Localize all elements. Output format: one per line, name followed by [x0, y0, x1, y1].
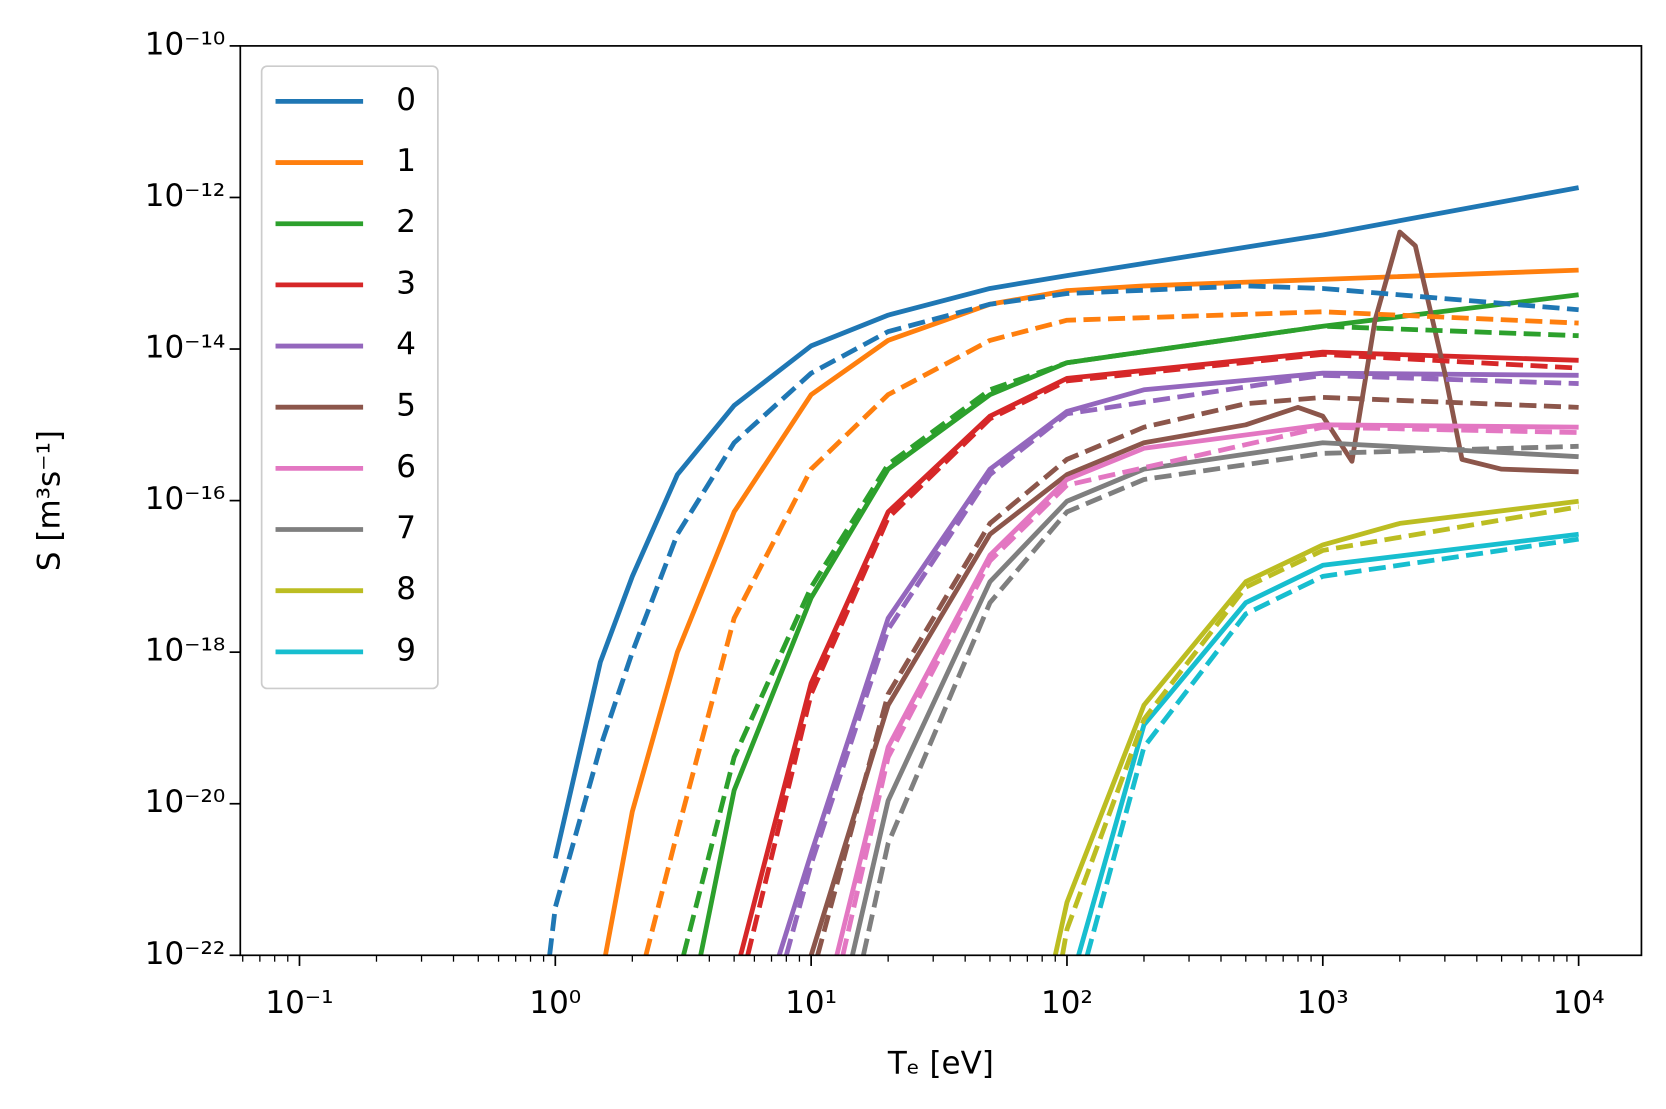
x-tick-label: 10² [1041, 985, 1093, 1021]
series-line [808, 229, 1579, 956]
axes-frame [239, 45, 1643, 957]
series-line [552, 185, 1580, 859]
y-tick-label: 10⁻¹⁸ [145, 633, 226, 669]
x-tick-label: 10⁻¹ [265, 985, 333, 1021]
series-line [850, 440, 1579, 956]
x-axis-label: Tₑ [eV] [887, 1046, 994, 1082]
series-line [738, 349, 1579, 956]
dashed-series-line [784, 372, 1579, 956]
dashed-series-line [547, 283, 1579, 956]
series-line [1076, 531, 1579, 956]
legend-label: 0 [396, 82, 416, 118]
legend-label: 6 [396, 449, 416, 485]
y-tick-label: 10⁻¹⁶ [145, 481, 226, 517]
dashed-series-line [861, 443, 1579, 956]
x-tick-label: 10¹ [785, 985, 837, 1021]
plot-lines [547, 185, 1580, 956]
x-tick-label: 10³ [1297, 985, 1349, 1021]
dashed-series-line [745, 351, 1579, 956]
x-tick-label: 10⁴ [1553, 985, 1605, 1021]
legend-label: 4 [396, 327, 416, 363]
legend-label: 1 [396, 143, 416, 179]
legend-label: 3 [396, 265, 416, 301]
dashed-series-line [840, 424, 1579, 956]
legend-label: 9 [396, 632, 416, 668]
y-tick-label: 10⁻¹⁴ [145, 330, 226, 366]
legend-label: 8 [396, 571, 416, 607]
dashed-series-line [1084, 536, 1579, 956]
legend-label: 7 [396, 510, 416, 546]
dashed-series-line [1060, 504, 1580, 956]
legend-label: 5 [396, 388, 416, 424]
series-line [1052, 498, 1579, 956]
dashed-series-line [815, 395, 1579, 956]
series-line [603, 267, 1579, 956]
y-tick-label: 10⁻²⁰ [145, 784, 226, 820]
series-line [776, 370, 1579, 956]
y-axis-label: S [m³s⁻¹] [32, 430, 68, 571]
series-line [834, 422, 1579, 956]
y-tick-label: 10⁻²² [145, 936, 226, 972]
y-tick-label: 10⁻¹² [145, 178, 226, 214]
y-tick-label: 10⁻¹⁰ [145, 26, 226, 62]
dashed-series-line [643, 309, 1579, 956]
legend-label: 2 [396, 204, 416, 240]
dashed-series-line [681, 323, 1579, 956]
x-tick-label: 10⁰ [529, 985, 581, 1021]
